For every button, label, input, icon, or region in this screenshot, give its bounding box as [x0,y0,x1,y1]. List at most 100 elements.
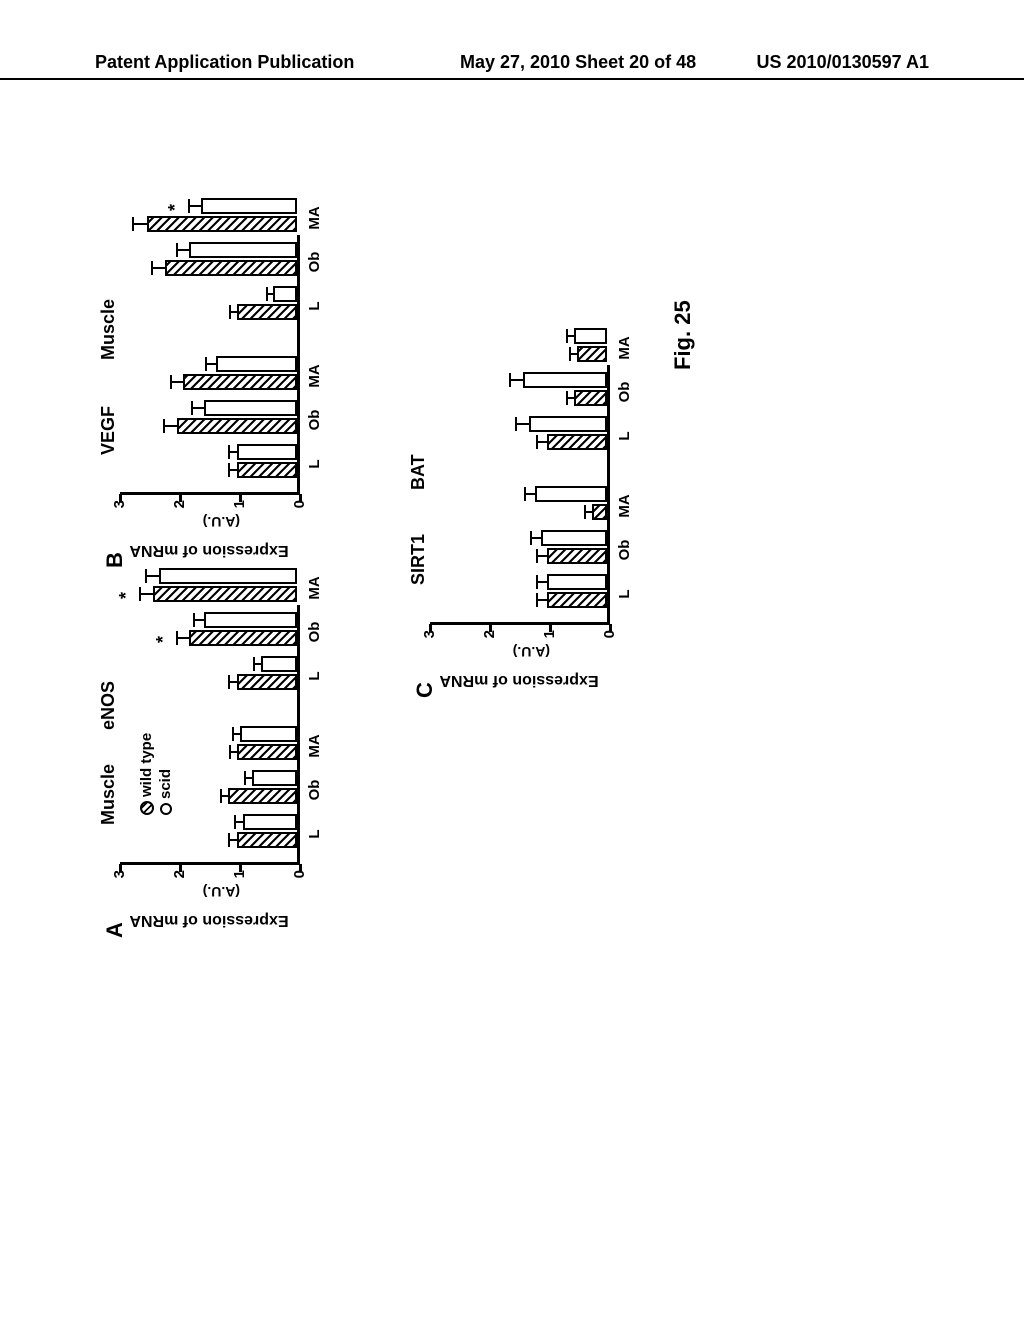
chart-panel-A: AExpression of mRNA(A.U.)MuscleeNOS**012… [120,570,390,920]
error-cap [220,789,222,803]
bar-scid [240,726,297,742]
bar-scid [535,486,607,502]
plot-box: * [120,235,300,495]
x-tick-label: MA [616,334,633,362]
bar-scid [159,568,297,584]
header-middle: May 27, 2010 Sheet 20 of 48 [460,52,696,73]
y-tick-label: 1 [231,500,248,518]
bar-wild-type [237,832,297,848]
error-bar [538,555,547,557]
bar-wild-type [547,548,607,564]
error-bar [526,493,535,495]
error-cap [170,375,172,389]
error-cap [584,505,586,519]
chart-panel-C: CExpression of mRNA(A.U.)SIRT1BAT0123LOb… [430,330,700,680]
y-tick-label: 3 [111,500,128,518]
bar-wild-type [592,504,607,520]
bar-scid [204,612,297,628]
significance-marker: * [165,204,186,211]
error-bar [246,777,252,779]
y-tick-label: 1 [231,870,248,888]
bar-wild-type [189,630,297,646]
error-bar [538,581,547,583]
error-cap [234,815,236,829]
chart-title-left: Muscle [98,764,119,825]
error-bar [193,407,204,409]
error-cap [176,243,178,257]
x-tick-label: L [616,580,633,608]
y-tick-mark [549,624,552,632]
error-cap [569,347,571,361]
bar-wild-type [577,346,607,362]
error-bar [153,267,165,269]
error-cap [228,675,230,689]
chart-title-right: eNOS [98,681,119,730]
error-cap [205,357,207,371]
bar-wild-type [147,216,297,232]
chart-title-right: BAT [408,454,429,490]
y-tick-label: 2 [171,500,188,518]
bar-scid [574,328,607,344]
bar-scid [204,400,297,416]
error-bar [571,353,577,355]
y-tick-mark [299,864,302,872]
bar-scid [261,656,297,672]
figure-area: Fig. 25 AExpression of mRNA(A.U.)Musclee… [80,250,860,950]
x-tick-label: Ob [306,406,323,434]
y-axis-title: Expression of mRNA [434,671,604,689]
header-left: Patent Application Publication [95,52,354,73]
error-bar [517,423,529,425]
bar-scid [237,444,297,460]
error-cap [536,549,538,563]
error-bar [255,663,261,665]
bar-scid [547,574,607,590]
significance-marker: * [116,592,137,599]
y-tick-label: 2 [171,870,188,888]
error-cap [151,261,153,275]
error-cap [530,531,532,545]
bar-wild-type [183,374,297,390]
error-bar [231,751,237,753]
error-cap [139,587,141,601]
bar-wild-type [237,674,297,690]
error-bar [532,537,541,539]
x-tick-label: Ob [306,618,323,646]
x-tick-label: MA [306,362,323,390]
x-tick-label: MA [616,492,633,520]
y-tick-label: 3 [421,630,438,648]
x-tick-label: L [306,820,323,848]
error-cap [536,575,538,589]
error-bar [141,593,153,595]
y-tick-mark [179,494,182,502]
y-tick-label: 0 [291,870,308,888]
y-axis-title: Expression of mRNA [124,911,294,929]
y-tick-mark [609,624,612,632]
chart-title-left: SIRT1 [408,534,429,585]
header-rule [0,78,1024,80]
y-tick-mark [489,624,492,632]
error-cap [266,287,268,301]
error-cap [188,199,190,213]
error-cap [193,613,195,627]
bar-wild-type [228,788,297,804]
error-bar [207,363,216,365]
error-bar [568,335,574,337]
x-tick-label: MA [306,574,323,602]
y-tick-label: 0 [601,630,618,648]
bar-wild-type [237,462,297,478]
y-tick-mark [299,494,302,502]
error-cap [228,833,230,847]
error-bar [230,839,237,841]
bar-wild-type [165,260,297,276]
error-bar [230,681,237,683]
bar-wild-type [547,592,607,608]
y-tick-label: 3 [111,870,128,888]
error-bar [134,223,147,225]
error-bar [172,381,183,383]
error-bar [538,599,547,601]
error-cap [228,445,230,459]
x-tick-label: L [306,662,323,690]
y-tick-mark [239,864,242,872]
error-cap [566,391,568,405]
error-bar [178,249,189,251]
